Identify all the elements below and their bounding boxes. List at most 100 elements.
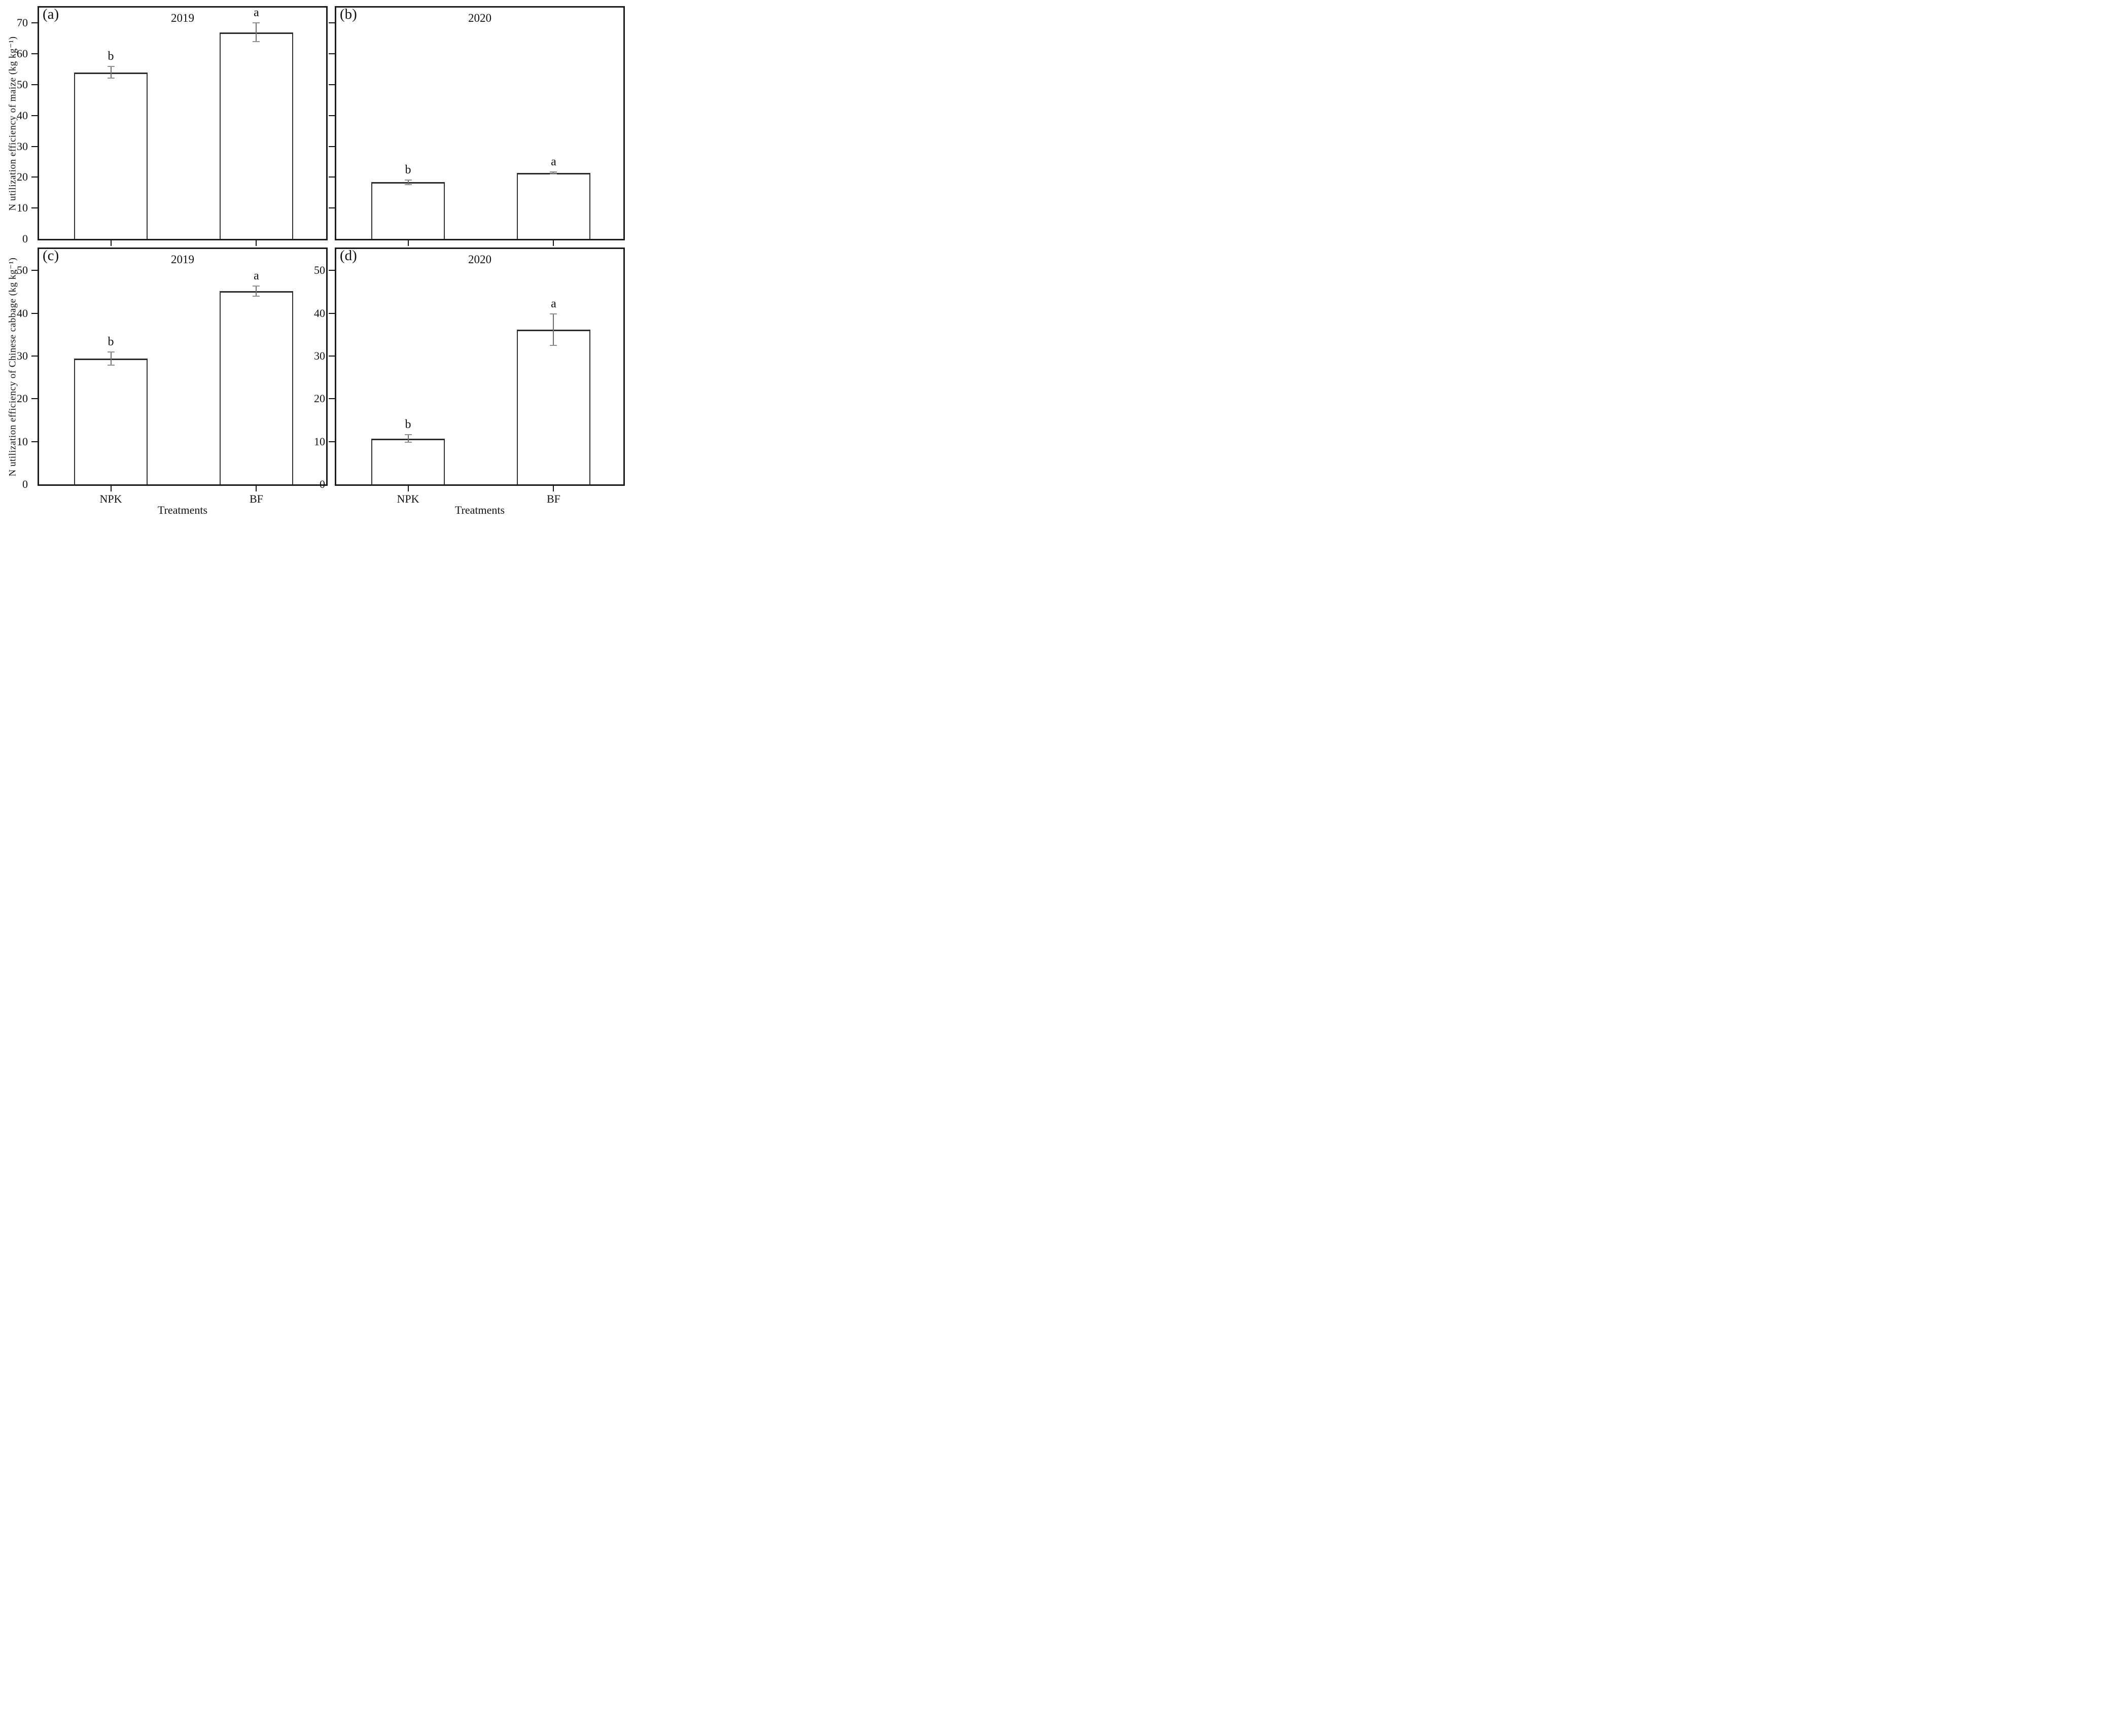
error-bar-cap-bottom <box>404 184 412 185</box>
y-tick-mark <box>329 355 335 357</box>
error-bar-line <box>110 351 112 366</box>
y-tick-mark <box>31 146 38 147</box>
y-tick-label: 10 <box>17 201 28 215</box>
error-bar-bf-panel-d <box>549 313 558 346</box>
error-bar-cap-bottom <box>550 173 557 174</box>
x-tick-mark-npk <box>407 240 409 246</box>
y-tick-label: 10 <box>17 435 28 448</box>
error-bar-line <box>553 171 554 174</box>
y-tick-mark <box>31 441 38 442</box>
error-bar-line <box>407 179 409 185</box>
significance-letter-npk-panel-d: b <box>405 418 411 432</box>
y-tick-mark <box>31 176 38 178</box>
error-bar-bf-panel-a <box>252 22 261 43</box>
y-tick-mark <box>31 355 38 357</box>
y-tick-label: 20 <box>17 392 28 405</box>
x-tick-mark-bf <box>553 486 554 491</box>
y-tick-label: 40 <box>17 306 28 320</box>
y-tick-label: 70 <box>17 16 28 29</box>
error-bar-cap-top <box>107 65 115 67</box>
panel-letter-label-d: (d) <box>340 247 357 264</box>
y-tick-mark <box>31 115 38 116</box>
error-bar-npk-panel-b <box>404 179 413 185</box>
y-tick-label: 40 <box>314 306 325 320</box>
bar-npk-panel-b <box>371 182 445 239</box>
x-tick-label-bf: BF <box>249 492 263 505</box>
error-bar-line <box>256 22 257 43</box>
y-tick-mark <box>31 84 38 86</box>
x-tick-label-npk: NPK <box>397 492 419 505</box>
x-tick-label-bf: BF <box>546 492 560 505</box>
error-bar-cap-top <box>550 171 557 172</box>
error-bar-line <box>256 285 257 297</box>
bar-npk-panel-d <box>371 438 445 484</box>
y-tick-label: 0 <box>22 232 28 245</box>
y-tick-label: 30 <box>17 139 28 153</box>
x-tick-mark-npk <box>407 486 409 491</box>
y-tick-mark <box>31 22 38 24</box>
error-bar-npk-panel-a <box>107 65 116 79</box>
panel-year-title-b: 2020 <box>468 12 491 24</box>
error-bar-cap-top <box>107 351 115 352</box>
x-tick-mark-bf <box>256 486 257 491</box>
figure-n-utilization-efficiency: N utilization efficiency of maize (kg kg… <box>0 0 634 521</box>
bar-npk-panel-a <box>74 72 148 239</box>
bar-bf-panel-c <box>220 291 293 484</box>
y-tick-mark <box>329 207 335 209</box>
error-bar-cap-top <box>404 179 412 181</box>
y-tick-mark <box>329 146 335 147</box>
error-bar-cap-bottom <box>404 442 412 443</box>
bar-npk-panel-c <box>74 358 148 484</box>
bar-bf-panel-d <box>517 329 590 484</box>
error-bar-cap-bottom <box>107 365 115 366</box>
significance-letter-npk-panel-b: b <box>405 163 411 176</box>
error-bar-cap-bottom <box>253 41 260 43</box>
panel-a: (a) 2019 0 10 20 30 40 50 60 70 b a <box>17 6 328 246</box>
error-bar-cap-top <box>253 285 260 287</box>
y-tick-mark <box>329 441 335 442</box>
y-tick-label: 0 <box>22 478 28 490</box>
y-tick-mark <box>31 270 38 271</box>
y-tick-mark <box>329 22 335 24</box>
significance-letter-bf-panel-d: a <box>551 297 556 310</box>
y-tick-label: 10 <box>314 435 325 448</box>
y-axis-label-maize: N utilization efficiency of maize (kg kg… <box>7 36 18 210</box>
y-tick-mark <box>31 312 38 314</box>
x-axis-label-left: Treatments <box>157 504 208 516</box>
x-tick-mark-npk <box>110 240 112 246</box>
y-tick-label: 30 <box>314 349 325 362</box>
y-tick-mark <box>329 270 335 271</box>
top-row-panels: (a) 2019 0 10 20 30 40 50 60 70 b a (b) 2020 b a <box>17 6 625 246</box>
panel-d: (d) 2020 0 10 20 30 40 50 b NPK a BF <box>314 247 625 505</box>
error-bar-bf-panel-c <box>252 285 261 297</box>
panel-c: (c) 2019 0 10 20 30 40 50 b NPK a BF <box>17 247 328 505</box>
error-bar-cap-top <box>550 313 557 314</box>
error-bar-cap-top <box>404 434 412 436</box>
y-tick-label: 20 <box>314 392 325 405</box>
error-bar-npk-panel-d <box>404 434 413 443</box>
panel-letter-label-b: (b) <box>340 6 357 22</box>
error-bar-cap-top <box>253 22 260 24</box>
y-tick-mark <box>329 176 335 178</box>
error-bar-line <box>407 434 409 443</box>
panel-letter-label-c: (c) <box>43 247 59 264</box>
error-bar-line <box>553 313 554 346</box>
y-tick-label: 50 <box>17 264 28 277</box>
y-tick-mark <box>329 312 335 314</box>
y-tick-mark <box>329 53 335 55</box>
significance-letter-bf-panel-a: a <box>254 6 259 20</box>
significance-letter-npk-panel-c: b <box>108 335 114 348</box>
y-axis-label-wrap-cabbage: N utilization efficiency of Chinese cabb… <box>1 247 24 486</box>
error-bar-npk-panel-c <box>107 351 116 366</box>
x-axis-label-right: Treatments <box>454 504 505 516</box>
x-tick-mark-npk <box>110 486 112 491</box>
y-tick-label: 50 <box>314 264 325 277</box>
y-tick-label: 50 <box>17 78 28 91</box>
panel-year-title-d: 2020 <box>468 253 491 266</box>
y-tick-label: 30 <box>17 349 28 362</box>
error-bar-line <box>110 65 112 79</box>
y-tick-mark <box>329 398 335 400</box>
y-tick-mark <box>329 84 335 86</box>
panel-year-title-c: 2019 <box>171 253 194 266</box>
bar-bf-panel-a <box>220 32 293 239</box>
